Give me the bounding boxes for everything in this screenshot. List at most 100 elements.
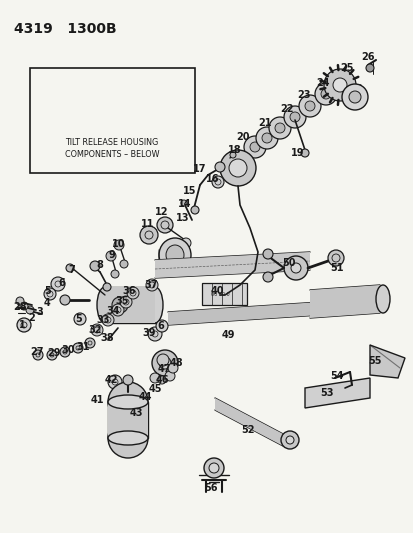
Circle shape: [73, 343, 83, 353]
Circle shape: [108, 375, 122, 389]
Circle shape: [47, 350, 57, 360]
Text: 56: 56: [204, 483, 217, 493]
Text: 4: 4: [43, 298, 50, 308]
Text: 4319   1300B: 4319 1300B: [14, 22, 116, 36]
Text: 38: 38: [100, 333, 114, 343]
Text: 7: 7: [69, 265, 75, 275]
Text: 45: 45: [148, 384, 161, 394]
Polygon shape: [154, 252, 309, 278]
Text: 8: 8: [96, 260, 103, 270]
Text: 46: 46: [155, 375, 169, 385]
Ellipse shape: [268, 117, 290, 139]
Text: 1: 1: [19, 320, 25, 330]
Text: 49: 49: [221, 330, 234, 340]
Ellipse shape: [341, 84, 367, 110]
Ellipse shape: [283, 106, 305, 128]
Circle shape: [146, 279, 158, 291]
Ellipse shape: [320, 89, 330, 99]
Circle shape: [168, 363, 178, 373]
Ellipse shape: [166, 245, 183, 265]
Text: 6: 6: [59, 278, 65, 288]
Text: 27: 27: [30, 347, 44, 357]
Ellipse shape: [255, 127, 277, 149]
Text: 12: 12: [155, 207, 169, 217]
Ellipse shape: [261, 133, 271, 143]
Text: 11: 11: [141, 219, 154, 229]
Bar: [30, 68, 195, 173]
Circle shape: [262, 249, 272, 259]
Text: 14: 14: [178, 199, 191, 209]
Text: 26: 26: [361, 52, 374, 62]
Circle shape: [106, 251, 116, 261]
Text: 37: 37: [144, 280, 157, 290]
Circle shape: [156, 320, 168, 332]
Text: 19: 19: [291, 148, 304, 158]
Circle shape: [323, 69, 355, 101]
Text: 50: 50: [282, 258, 295, 268]
Ellipse shape: [159, 238, 190, 272]
Circle shape: [209, 463, 218, 473]
Ellipse shape: [314, 83, 336, 105]
Circle shape: [127, 287, 139, 299]
Circle shape: [85, 338, 95, 348]
Text: 18: 18: [228, 145, 241, 155]
Text: 3: 3: [36, 307, 43, 317]
Circle shape: [190, 206, 199, 214]
Circle shape: [327, 250, 343, 266]
Ellipse shape: [289, 112, 299, 122]
Text: 23: 23: [297, 90, 310, 100]
Circle shape: [283, 256, 307, 280]
Circle shape: [365, 64, 373, 72]
Ellipse shape: [159, 357, 171, 369]
Circle shape: [33, 350, 43, 360]
Text: 39: 39: [142, 328, 155, 338]
Circle shape: [120, 260, 128, 268]
Ellipse shape: [243, 136, 266, 158]
Circle shape: [114, 240, 124, 250]
Text: 5: 5: [45, 286, 51, 296]
Text: 54: 54: [330, 371, 343, 381]
Circle shape: [16, 297, 24, 305]
Ellipse shape: [70, 96, 84, 120]
Text: TILT RELEASE HOUSING: TILT RELEASE HOUSING: [65, 138, 158, 147]
Text: 29: 29: [47, 348, 61, 358]
Text: 25: 25: [339, 63, 353, 73]
Polygon shape: [369, 345, 404, 378]
Ellipse shape: [108, 418, 147, 458]
Circle shape: [158, 376, 166, 384]
Text: 20: 20: [236, 132, 249, 142]
Ellipse shape: [108, 382, 147, 422]
Ellipse shape: [348, 91, 360, 103]
Polygon shape: [168, 302, 319, 325]
Circle shape: [211, 176, 223, 188]
Circle shape: [112, 304, 124, 316]
Polygon shape: [304, 378, 369, 408]
Text: 34: 34: [106, 306, 119, 316]
Circle shape: [111, 270, 119, 278]
Text: 55: 55: [367, 356, 381, 366]
Polygon shape: [309, 285, 379, 318]
Text: 47: 47: [157, 364, 170, 374]
Text: 9: 9: [108, 250, 115, 260]
Ellipse shape: [152, 350, 178, 376]
Circle shape: [66, 264, 74, 272]
Ellipse shape: [97, 287, 113, 323]
Text: 52: 52: [241, 425, 254, 435]
Text: 00 00 0: 00 00 0: [210, 292, 229, 296]
Text: 35: 35: [115, 296, 128, 306]
Ellipse shape: [123, 98, 142, 118]
Text: 22: 22: [280, 104, 293, 114]
Text: 36: 36: [122, 286, 135, 296]
Text: 15: 15: [183, 186, 196, 196]
Text: 21: 21: [258, 118, 271, 128]
Text: 42: 42: [104, 375, 117, 385]
Polygon shape: [214, 398, 284, 447]
Text: 17: 17: [193, 164, 206, 174]
Ellipse shape: [280, 431, 298, 449]
Text: 41: 41: [90, 395, 104, 405]
Text: COMPONENTS – BELOW: COMPONENTS – BELOW: [64, 150, 159, 159]
Ellipse shape: [285, 436, 293, 444]
Circle shape: [90, 261, 100, 271]
Circle shape: [180, 238, 190, 248]
Circle shape: [165, 371, 175, 381]
